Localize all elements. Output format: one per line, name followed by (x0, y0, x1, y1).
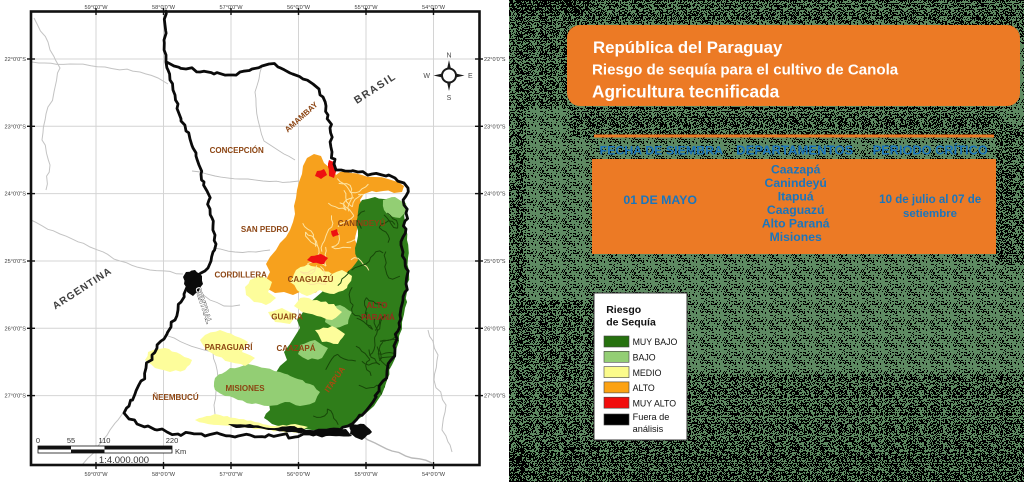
svg-text:01 DE MAYO: 01 DE MAYO (623, 193, 697, 207)
svg-text:Caaguazú: Caaguazú (767, 203, 825, 217)
svg-text:BAJO: BAJO (633, 353, 656, 363)
svg-text:Caazapá: Caazapá (771, 163, 821, 177)
svg-text:de Sequía: de Sequía (606, 317, 656, 329)
svg-text:Riesgo de sequía para el culti: Riesgo de sequía para el cultivo de Cano… (592, 62, 899, 79)
svg-text:Riesgo: Riesgo (606, 304, 641, 316)
svg-text:CANINDEYÚ: CANINDEYÚ (338, 219, 386, 228)
svg-text:Itapuá: Itapuá (778, 190, 814, 204)
svg-text:55: 55 (67, 436, 75, 445)
svg-text:23°0'0"S: 23°0'0"S (5, 124, 27, 130)
svg-text:57°0'0"W: 57°0'0"W (219, 472, 243, 478)
svg-text:setiembre: setiembre (903, 208, 957, 220)
svg-text:Canindeyú: Canindeyú (765, 176, 827, 190)
svg-text:55°0'0"W: 55°0'0"W (354, 5, 378, 11)
svg-text:DEPARTAMENTOS: DEPARTAMENTOS (736, 143, 853, 158)
svg-text:Misiones: Misiones (770, 230, 822, 244)
svg-text:25°0'0"S: 25°0'0"S (484, 259, 506, 265)
svg-text:24°0'0"S: 24°0'0"S (5, 192, 27, 198)
svg-text:59°0'0"W: 59°0'0"W (84, 5, 108, 11)
svg-text:S: S (447, 95, 452, 102)
svg-text:22°0'0"S: 22°0'0"S (484, 57, 506, 63)
svg-text:0: 0 (36, 436, 40, 445)
svg-text:ÑEEMBUCÚ: ÑEEMBUCÚ (152, 393, 198, 402)
svg-text:CONCEPCIÓN: CONCEPCIÓN (210, 146, 264, 155)
svg-text:CAAGUAZÚ: CAAGUAZÚ (288, 275, 334, 284)
svg-text:ALTO: ALTO (366, 301, 387, 310)
svg-text:Alto Paraná: Alto Paraná (762, 216, 830, 230)
svg-text:MEDIO: MEDIO (633, 368, 662, 378)
svg-text:26°0'0"S: 26°0'0"S (5, 326, 27, 332)
svg-text:PARAGUARÍ: PARAGUARÍ (205, 343, 254, 352)
svg-text:N: N (446, 53, 451, 60)
svg-text:54°0'0"W: 54°0'0"W (422, 472, 446, 478)
svg-text:FECHA DE SIEMBRA: FECHA DE SIEMBRA (600, 144, 724, 158)
svg-text:PARANÁ: PARANÁ (361, 313, 395, 322)
svg-text:CORDILLERA: CORDILLERA (214, 271, 267, 280)
svg-text:MISIONES: MISIONES (225, 384, 265, 393)
svg-text:análisis: análisis (633, 424, 664, 434)
svg-text:26°0'0"S: 26°0'0"S (484, 326, 506, 332)
svg-text:56°0'0"W: 56°0'0"W (287, 5, 311, 11)
svg-text:23°0'0"S: 23°0'0"S (484, 124, 506, 130)
svg-text:W: W (423, 73, 430, 80)
svg-text:56°0'0"W: 56°0'0"W (287, 472, 311, 478)
svg-text:10 de julio al 07 de: 10 de julio al 07 de (879, 194, 982, 206)
svg-text:58°0'0"W: 58°0'0"W (152, 472, 176, 478)
svg-text:MUY ALTO: MUY ALTO (633, 398, 677, 408)
svg-text:24°0'0"S: 24°0'0"S (484, 192, 506, 198)
svg-text:SAN PEDRO: SAN PEDRO (241, 225, 289, 234)
svg-text:54°0'0"W: 54°0'0"W (422, 5, 446, 11)
svg-text:27°0'0"S: 27°0'0"S (484, 394, 506, 400)
svg-text:República del Paraguay: República del Paraguay (593, 38, 783, 57)
svg-text:58°0'0"W: 58°0'0"W (152, 5, 176, 11)
svg-text:110: 110 (99, 436, 111, 445)
svg-text:GUAIRA: GUAIRA (271, 313, 303, 322)
svg-text:22°0'0"S: 22°0'0"S (5, 57, 27, 63)
svg-text:PERIODO CRÍTICO: PERIODO CRÍTICO (873, 143, 988, 158)
svg-text:E: E (468, 73, 473, 80)
svg-text:27°0'0"S: 27°0'0"S (5, 394, 27, 400)
svg-text:Fuera de: Fuera de (633, 412, 670, 422)
svg-text:57°0'0"W: 57°0'0"W (219, 5, 243, 11)
svg-text:1:4.000.000: 1:4.000.000 (99, 455, 149, 466)
svg-text:ALTO: ALTO (633, 383, 655, 393)
svg-text:Agricultura tecnificada: Agricultura tecnificada (592, 82, 780, 102)
svg-text:59°0'0"W: 59°0'0"W (84, 472, 108, 478)
svg-text:MUY BAJO: MUY BAJO (633, 337, 678, 347)
svg-text:220: 220 (166, 436, 179, 445)
svg-text:CAAZAPÁ: CAAZAPÁ (276, 344, 315, 353)
svg-text:55°0'0"W: 55°0'0"W (354, 472, 378, 478)
svg-text:Km: Km (175, 447, 186, 456)
svg-text:25°0'0"S: 25°0'0"S (5, 259, 27, 265)
